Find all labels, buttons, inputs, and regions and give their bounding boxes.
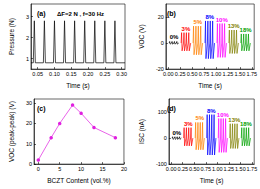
svg-text:18%: 18% bbox=[240, 121, 253, 127]
svg-text:0%: 0% bbox=[172, 130, 181, 136]
svg-text:(b): (b) bbox=[167, 10, 176, 18]
svg-text:2: 2 bbox=[26, 35, 29, 41]
svg-text:1.00: 1.00 bbox=[212, 166, 223, 172]
svg-text:5%: 5% bbox=[195, 115, 204, 121]
svg-text:-100: -100 bbox=[155, 161, 167, 168]
svg-text:10%: 10% bbox=[216, 17, 229, 23]
svg-text:1.75: 1.75 bbox=[247, 166, 258, 172]
svg-text:0.50: 0.50 bbox=[187, 71, 198, 77]
svg-text:Pressure (N): Pressure (N) bbox=[8, 18, 16, 55]
svg-text:0: 0 bbox=[29, 161, 32, 167]
svg-text:(c): (c) bbox=[37, 105, 46, 113]
svg-text:0.20: 0.20 bbox=[83, 71, 94, 77]
svg-text:3: 3 bbox=[26, 14, 29, 20]
svg-text:20: 20 bbox=[26, 120, 32, 126]
svg-text:-20: -20 bbox=[155, 66, 164, 73]
svg-text:13%: 13% bbox=[228, 116, 241, 123]
svg-text:20: 20 bbox=[121, 166, 127, 172]
svg-text:(a): (a) bbox=[37, 10, 46, 18]
svg-text:0.25: 0.25 bbox=[177, 166, 188, 172]
svg-text:18%: 18% bbox=[240, 27, 253, 33]
svg-text:Time (s): Time (s) bbox=[198, 82, 222, 90]
svg-text:10: 10 bbox=[26, 141, 32, 147]
svg-text:0%: 0% bbox=[170, 34, 179, 40]
svg-text:1.50: 1.50 bbox=[235, 166, 246, 172]
svg-text:0.05: 0.05 bbox=[32, 71, 43, 77]
svg-text:Time (s): Time (s) bbox=[200, 177, 224, 185]
svg-text:0.25: 0.25 bbox=[99, 71, 110, 77]
svg-text:30: 30 bbox=[26, 100, 32, 106]
svg-text:0.10: 0.10 bbox=[49, 71, 60, 77]
svg-text:1.25: 1.25 bbox=[223, 71, 234, 77]
svg-text:Time (s): Time (s) bbox=[66, 82, 90, 90]
svg-text:1.00: 1.00 bbox=[211, 71, 222, 77]
svg-text:1.75: 1.75 bbox=[246, 71, 257, 77]
svg-text:20: 20 bbox=[158, 14, 164, 20]
svg-text:10%: 10% bbox=[216, 111, 229, 118]
svg-text:0.25: 0.25 bbox=[175, 71, 186, 77]
svg-text:13%: 13% bbox=[228, 23, 241, 29]
svg-text:0.00: 0.00 bbox=[163, 71, 174, 77]
svg-text:0: 0 bbox=[161, 40, 164, 46]
svg-text:1: 1 bbox=[26, 56, 29, 62]
svg-text:5%: 5% bbox=[194, 19, 203, 25]
svg-text:BCZT Content (vol.%): BCZT Content (vol.%) bbox=[47, 177, 110, 185]
svg-text:0.00: 0.00 bbox=[166, 166, 177, 172]
svg-text:VOC (V): VOC (V) bbox=[138, 24, 146, 49]
svg-text:0.75: 0.75 bbox=[200, 166, 211, 172]
svg-text:100: 100 bbox=[158, 109, 167, 115]
svg-text:0: 0 bbox=[164, 135, 167, 141]
svg-text:8%: 8% bbox=[205, 14, 214, 20]
svg-text:5: 5 bbox=[58, 166, 61, 172]
svg-text:15: 15 bbox=[99, 166, 105, 172]
svg-text:1.50: 1.50 bbox=[235, 71, 246, 77]
svg-text:3%: 3% bbox=[182, 26, 191, 32]
svg-text:1.25: 1.25 bbox=[223, 166, 234, 172]
svg-text:0.30: 0.30 bbox=[116, 71, 127, 77]
svg-text:10: 10 bbox=[78, 166, 84, 172]
svg-text:0: 0 bbox=[37, 166, 40, 172]
svg-text:(d): (d) bbox=[167, 105, 176, 113]
svg-text:8%: 8% bbox=[207, 108, 216, 114]
svg-text:ΔF=2 N , f=30 Hz: ΔF=2 N , f=30 Hz bbox=[57, 11, 104, 17]
svg-text:0.50: 0.50 bbox=[189, 166, 200, 172]
svg-text:0.75: 0.75 bbox=[199, 71, 210, 77]
svg-text:0.15: 0.15 bbox=[66, 71, 77, 77]
svg-text:3%: 3% bbox=[184, 121, 193, 127]
svg-text:ISC (nA): ISC (nA) bbox=[138, 119, 146, 144]
svg-text:VOC (peak-peak) (V): VOC (peak-peak) (V) bbox=[8, 101, 16, 162]
